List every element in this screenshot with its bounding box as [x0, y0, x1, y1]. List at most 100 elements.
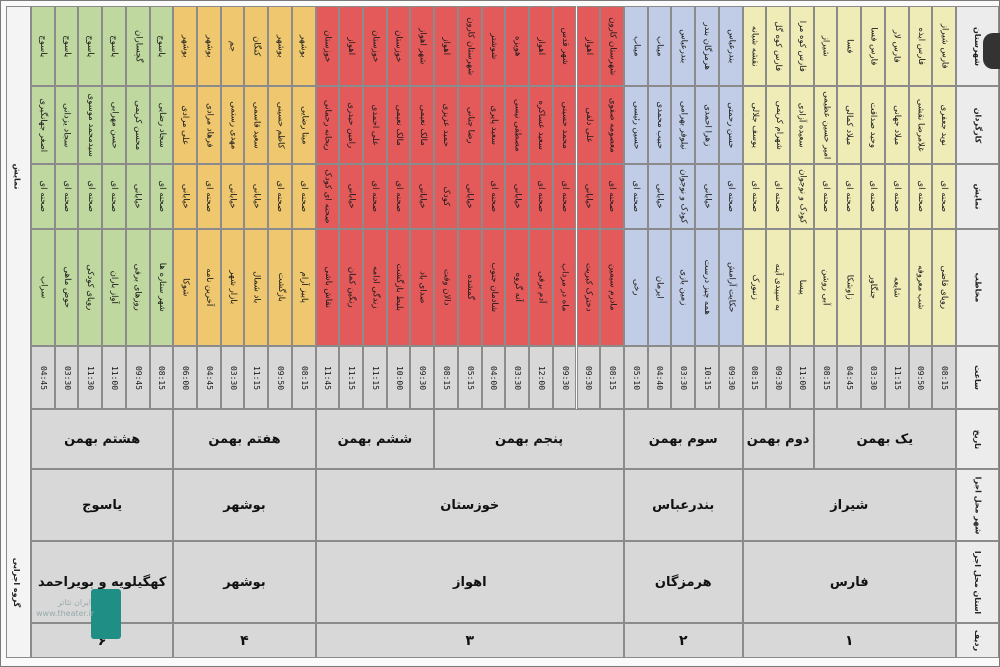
row-type-cell	[742, 164, 767, 229]
row-title-cell	[908, 229, 933, 346]
row-time-text: 04:00	[489, 365, 499, 390]
row-time: 08:15	[932, 346, 956, 409]
row-city-cell	[813, 6, 838, 86]
row-type: صحنه ای	[624, 164, 648, 229]
row-director: سعیده آزادی	[790, 86, 814, 164]
row-city: بوشهر	[292, 6, 316, 86]
header-label-performers_group: نمایش	[956, 164, 999, 229]
row-city: کنگان	[244, 6, 268, 86]
row-city-cell	[529, 6, 553, 86]
host-province: فارس	[829, 574, 869, 590]
row-director-cell	[552, 86, 577, 164]
row-director-text: علی دلفی	[583, 107, 594, 143]
row-type-cell	[149, 164, 174, 229]
row-type-text: صحنه ای	[275, 180, 286, 213]
row-time: 09:30	[577, 346, 601, 409]
date-cell	[623, 409, 743, 469]
row-number-cell	[742, 623, 956, 658]
row-type-cell	[434, 164, 458, 229]
row-city-text: خوزستان	[322, 29, 333, 63]
row-city: هویزه	[505, 6, 529, 86]
row-time-cell	[908, 346, 933, 409]
row-city-text: هویزه	[512, 35, 523, 57]
row-time-cell	[291, 346, 316, 409]
row-time: 04:45	[197, 346, 221, 409]
row-city-text: یاسوج	[61, 35, 72, 57]
row-time-text: 09:30	[418, 365, 428, 390]
row-type: کودک و نوجوان	[671, 164, 695, 229]
row-type-text: صحنه ای	[393, 180, 404, 213]
header-label-date_col: تاریخ	[956, 409, 999, 469]
row-title: شایعه	[885, 229, 909, 346]
row-time-text: 04:45	[38, 365, 48, 390]
row-time: 03:30	[505, 346, 529, 409]
group-side-text: نمایش	[12, 163, 22, 189]
row-type-text: خیابانی	[583, 184, 594, 209]
row-type-text: صحنه ای	[204, 180, 215, 213]
row-time: 09:30	[553, 346, 577, 409]
row-type: صحنه ای	[861, 164, 885, 229]
header-cell-director	[956, 86, 999, 164]
row-type-cell	[789, 164, 814, 229]
row-city: شهر اهواز	[410, 6, 434, 86]
row-director-text: مالک نعیمی	[393, 104, 404, 146]
date-cell	[31, 409, 174, 469]
row-city: شهرستان کارون	[600, 6, 624, 86]
row-type-cell	[837, 164, 862, 229]
row-time-cell	[623, 346, 648, 409]
date-cell	[742, 409, 814, 469]
row-city: یاسوج	[102, 6, 126, 86]
row-director-cell	[78, 86, 103, 164]
row-title-text: شایعه	[891, 277, 902, 298]
row-title: دالان وقت	[434, 229, 458, 346]
row-city-text: بوشهر	[275, 34, 286, 58]
row-city-cell	[31, 6, 55, 86]
header-text-time: ساعت	[973, 365, 982, 390]
row-city-text: بندرعباس	[725, 28, 736, 64]
row-director: فرهاد مرادی	[197, 86, 221, 164]
row-time-text: 11:00	[110, 365, 119, 390]
row-director-cell	[695, 86, 719, 164]
host-province: هرمزگان	[654, 574, 712, 590]
row-city-text: خوزستان	[370, 29, 381, 63]
row-title-cell	[197, 229, 221, 346]
row-director-text: حسن رحمتی	[725, 102, 736, 148]
row-type: صحنه ای	[55, 164, 79, 229]
header-cell-host_province	[956, 541, 999, 623]
row-director-text: میلاد جهانی	[891, 105, 902, 145]
row-title-text: صدای باد	[417, 271, 428, 304]
row-time-cell	[410, 346, 435, 409]
row-time-text: 11:15	[347, 365, 357, 390]
row-director-text: مصطفی نیسی	[512, 98, 523, 152]
row-time-cell	[197, 346, 221, 409]
row-city: اهواز	[577, 6, 601, 86]
row-city-text: بوشهر	[298, 34, 309, 58]
logo-caption: ایران تئاتر www.theater.ir	[36, 597, 94, 637]
row-title-cell	[671, 229, 696, 346]
row-city-cell	[671, 6, 696, 86]
row-city: میناب	[624, 6, 648, 86]
row-city: شیراز	[814, 6, 838, 86]
row-city-cell	[789, 6, 814, 86]
row-type: کودک	[434, 164, 458, 229]
header-label-time: ساعت	[956, 346, 999, 409]
row-type-text: خیابانی	[417, 184, 428, 209]
scroll-handle[interactable]	[983, 33, 1000, 69]
header-label-director: کارگردان	[956, 86, 999, 164]
row-time: 08:15	[434, 346, 458, 409]
row-title-cell	[481, 229, 506, 346]
row-time-cell	[31, 346, 55, 409]
row-time: 11:15	[244, 346, 268, 409]
row-title-cell	[54, 229, 79, 346]
row-director-cell	[623, 86, 648, 164]
row-type-text: صحنه ای	[868, 180, 879, 213]
header-text-director: کارگردان	[972, 107, 982, 143]
host-province-cell	[623, 541, 743, 623]
row-time: 11:30	[78, 346, 102, 409]
row-number: ۶	[97, 632, 107, 649]
row-title-cell	[837, 229, 862, 346]
header-text-province_col: شهرستان	[973, 26, 982, 66]
row-title: حکایت آرامش	[719, 229, 743, 346]
row-type-text: صحنه ای	[844, 180, 855, 213]
row-title-cell	[647, 229, 672, 346]
